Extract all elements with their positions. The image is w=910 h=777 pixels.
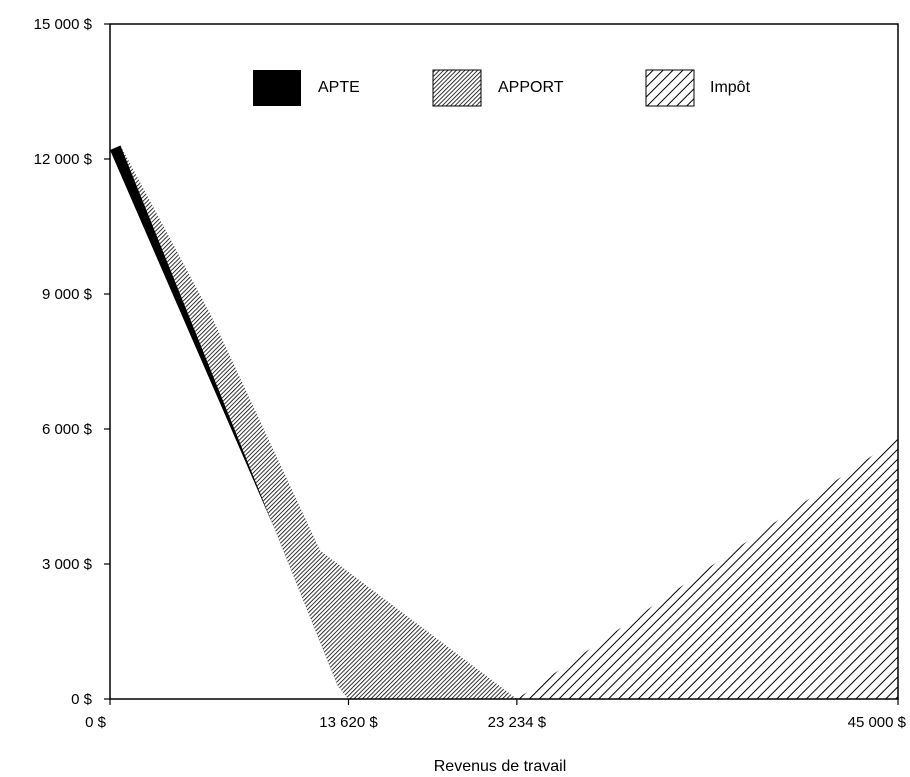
x-tick-label: 13 620 $: [319, 714, 378, 731]
y-tick-label: 12 000 $: [34, 151, 93, 168]
legend-swatch-apte: [253, 70, 301, 106]
legend-label-impot: Impôt: [710, 79, 751, 96]
legend-item-apte: APTE: [253, 70, 360, 106]
x-axis: 0 $ 13 620 $ 23 234 $ 45 000 $: [85, 699, 907, 731]
x-tick-label: 23 234 $: [488, 714, 547, 731]
legend-item-impot: Impôt: [645, 69, 751, 107]
legend: APTE APPORT Impôt: [253, 69, 751, 107]
legend-swatch-impot: [645, 69, 695, 107]
y-tick-label: 9 000 $: [42, 286, 93, 303]
y-tick-label: 15 000 $: [34, 16, 93, 33]
x-tick-label: 0 $: [85, 714, 107, 731]
y-tick-label: 6 000 $: [42, 421, 93, 438]
plot-frame: [109, 23, 899, 700]
area-apte: [110, 145, 349, 699]
x-tick-label: 45 000 $: [848, 714, 907, 731]
area-apport: [120, 145, 517, 699]
y-tick-label: 3 000 $: [42, 556, 93, 573]
legend-swatch-apport: [432, 69, 482, 107]
y-tick-label: 0 $: [71, 691, 93, 708]
legend-label-apte: APTE: [318, 79, 360, 96]
legend-item-apport: APPORT: [432, 69, 564, 107]
area-imp-t: [516, 438, 898, 699]
y-axis: 0 $ 3 000 $ 6 000 $ 9 000 $ 12 000 $ 15 000 $: [34, 16, 110, 708]
chart-areas: [110, 145, 898, 699]
x-axis-label: Revenus de travail: [434, 758, 567, 775]
legend-label-apport: APPORT: [498, 79, 564, 96]
